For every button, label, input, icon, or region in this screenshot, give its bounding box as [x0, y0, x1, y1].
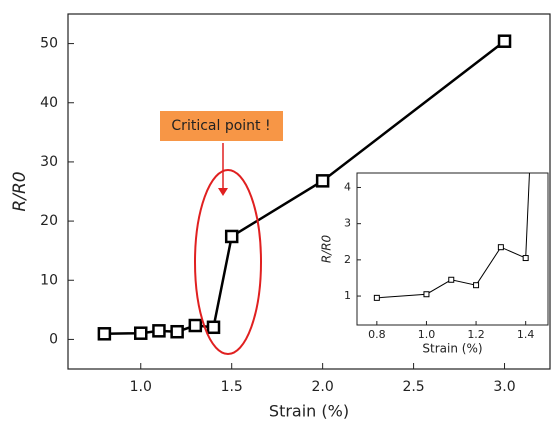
data-marker [497, 244, 504, 251]
y-axis-label: R/R0 [10, 171, 30, 211]
data-marker [522, 255, 529, 262]
annotation: Critical point ! [171, 118, 270, 134]
x-tick-label: 1.0 [130, 379, 152, 395]
y-tick-label: 1 [344, 289, 351, 302]
data-marker [423, 291, 430, 298]
x-tick-label: 1.5 [221, 379, 243, 395]
data-marker [473, 282, 480, 289]
y-tick-label: 3 [344, 217, 351, 230]
x-tick-label: 3.0 [493, 379, 515, 395]
x-axis-label: Strain (%) [422, 342, 482, 356]
data-marker [373, 294, 380, 301]
y-tick-label: 40 [40, 95, 58, 111]
x-tick-label: 1.2 [467, 328, 485, 341]
x-tick-label: 1.0 [418, 328, 436, 341]
data-marker [170, 324, 184, 339]
data-marker [134, 326, 148, 340]
y-tick-label: 2 [344, 253, 351, 266]
data-marker [206, 320, 221, 335]
y-tick-label: 0 [49, 331, 58, 347]
data-marker [97, 327, 112, 341]
x-tick-label: 2.5 [402, 379, 424, 395]
y-tick-label: 30 [40, 154, 58, 170]
data-marker [448, 276, 455, 283]
x-tick-label: 0.8 [368, 328, 386, 341]
data-marker [188, 318, 203, 333]
y-tick-label: 50 [40, 36, 58, 52]
annotation-box [160, 111, 283, 141]
arrow-head [218, 188, 228, 196]
y-tick-label: 4 [344, 180, 351, 193]
y-tick-label: 20 [40, 213, 58, 229]
plot-clip [373, 173, 530, 301]
plot-area [356, 172, 549, 326]
x-tick-label: 1.4 [517, 328, 535, 341]
data-marker [315, 174, 330, 188]
data-marker [224, 229, 239, 244]
x-axis-label: Strain (%) [269, 402, 349, 421]
x-tick-label: 2.0 [312, 379, 334, 395]
y-axis-label: R/R0 [320, 234, 334, 263]
data-marker [152, 324, 166, 338]
highlight [194, 169, 262, 355]
data-marker [497, 34, 512, 48]
y-tick-label: 10 [40, 272, 58, 288]
